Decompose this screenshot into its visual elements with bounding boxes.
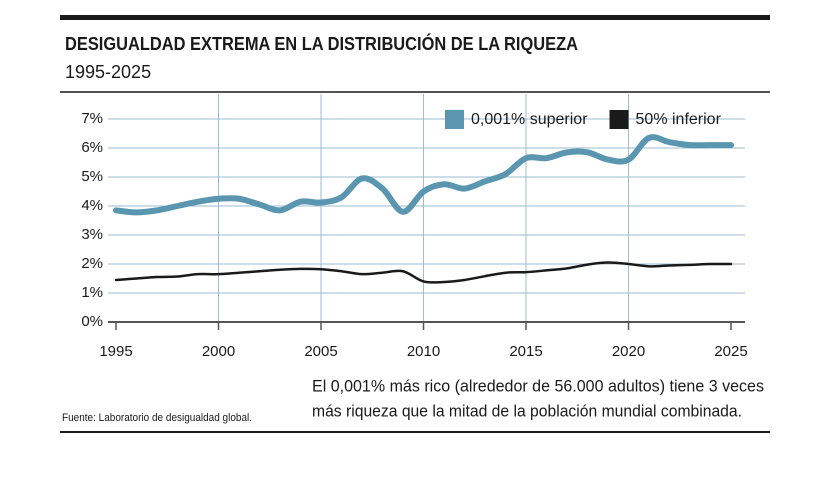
y-tick-label: 6% (81, 139, 103, 156)
x-tick-label: 1995 (99, 343, 132, 360)
legend-label: 0,001% superior (471, 111, 588, 128)
legend-label: 50% inferior (636, 111, 722, 128)
annotation: El 0,001% más rico (alrededor de 56.000 … (312, 376, 764, 395)
source: Fuente: Laboratorio de desigualdad globa… (62, 412, 252, 424)
chart-subtitle: 1995-2025 (65, 62, 151, 82)
y-tick-label: 1% (81, 284, 103, 301)
x-tick-label: 2025 (714, 343, 747, 360)
y-tick-label: 3% (81, 226, 103, 243)
series-line (113, 134, 734, 216)
legend-swatch (609, 110, 629, 129)
chart-title: DESIGUALDAD EXTREMA EN LA DISTRIBUCIÓN D… (65, 33, 578, 54)
y-tick-label: 0% (81, 313, 103, 330)
y-tick-label: 4% (81, 197, 103, 214)
x-tick-label: 2005 (304, 343, 337, 360)
x-tick-label: 2010 (407, 343, 440, 360)
y-tick-label: 5% (81, 168, 103, 185)
y-tick-label: 7% (81, 110, 103, 127)
y-tick-label: 2% (81, 255, 103, 272)
top-rule (60, 15, 770, 20)
annotation: más riqueza que la mitad de la población… (312, 401, 742, 420)
x-tick-label: 2000 (202, 343, 235, 360)
x-tick-label: 2015 (509, 343, 542, 360)
series-line (114, 261, 733, 284)
x-tick-label: 2020 (612, 343, 645, 360)
legend-swatch (445, 110, 464, 129)
